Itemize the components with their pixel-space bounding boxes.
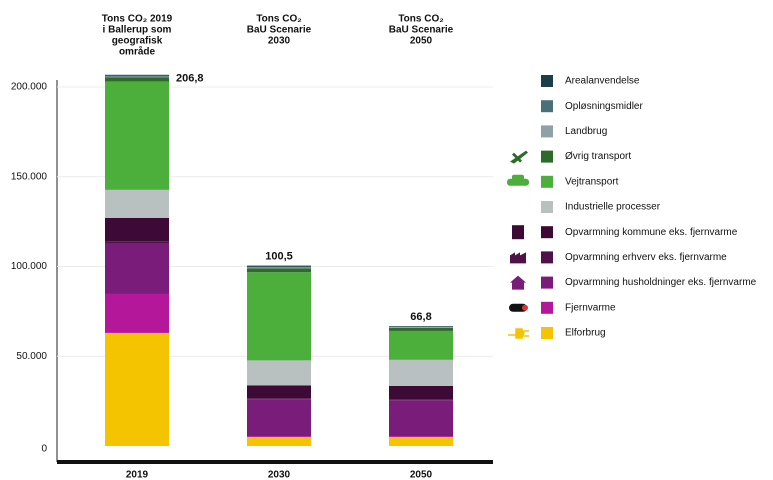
bar-segment — [105, 241, 169, 243]
column-header: 2030 — [268, 36, 291, 47]
bar-segment — [389, 326, 453, 328]
bar-segment — [389, 359, 453, 386]
icon — [507, 178, 529, 186]
bar-segment — [105, 242, 169, 294]
legend-swatch — [541, 251, 553, 264]
x-tick-label: 2030 — [268, 470, 291, 480]
column-header: Tons CO₂ — [256, 14, 301, 25]
bar-segment — [105, 293, 169, 333]
x-tick-label: 2019 — [126, 470, 149, 480]
legend-swatch — [541, 276, 553, 289]
legend-label: Elforbrug — [565, 328, 606, 339]
bar-segment — [389, 326, 453, 327]
bar-segment — [247, 436, 311, 438]
y-tick-label: 0 — [41, 444, 47, 455]
legend-swatch — [541, 75, 553, 87]
bar-segment — [389, 437, 453, 446]
legend-label: Fjernvarme — [565, 302, 616, 313]
bar-segment — [389, 400, 453, 437]
y-tick-label: 100.000 — [11, 261, 48, 272]
legend-label: Landbrug — [565, 126, 607, 137]
bar-segment — [389, 385, 453, 400]
bar-segment — [105, 81, 169, 190]
bar-segment — [105, 75, 169, 77]
bar-segment — [247, 385, 311, 399]
total-label: 66,8 — [410, 311, 431, 323]
legend-swatch — [541, 175, 553, 188]
column-header: BaU Scenarie — [247, 25, 312, 36]
icon — [508, 328, 529, 339]
legend-swatch — [541, 226, 553, 239]
icon — [522, 304, 528, 311]
legend-label: Opvarmning erhverv eks. fjernvarme — [565, 252, 727, 263]
bar-segment — [105, 189, 169, 218]
bar-segment — [247, 266, 311, 268]
legend-label: Opvarmning husholdninger eks. fjernvarme — [565, 277, 757, 288]
y-tick-label: 200.000 — [11, 82, 48, 93]
column-header: i Ballerup som — [103, 25, 172, 36]
column-header: geografisk — [112, 36, 163, 47]
legend-label: Opvarmning kommune eks. fjernvarme — [565, 227, 738, 238]
column-header: 2050 — [410, 36, 433, 47]
bar-segment — [105, 74, 169, 76]
bar-segment — [105, 217, 169, 242]
bar-segment — [105, 332, 169, 446]
column-header: Tons CO₂ 2019 — [102, 14, 173, 25]
legend-swatch — [541, 327, 553, 339]
column-header: BaU Scenarie — [389, 25, 454, 36]
bar-segment — [389, 330, 453, 360]
bar-segment — [105, 77, 169, 82]
bar-segment — [247, 267, 311, 269]
bar-segment — [389, 436, 453, 438]
bar-segment — [247, 268, 311, 273]
icon — [510, 275, 526, 290]
legend-label: Industrielle processer — [565, 202, 661, 213]
legend-swatch — [541, 100, 553, 113]
icon — [512, 225, 524, 240]
icon — [510, 150, 528, 164]
total-label: 206,8 — [176, 73, 204, 85]
bar-segment — [247, 399, 311, 437]
column-header: område — [119, 46, 156, 58]
icon — [510, 252, 526, 264]
bar-segment — [247, 437, 311, 446]
bar-segment — [105, 76, 169, 78]
bar-segment — [389, 399, 453, 401]
legend-label: Arealanvendelse — [565, 76, 640, 87]
bar-segment — [247, 360, 311, 386]
legend-swatch — [541, 201, 553, 213]
legend-label: Øvrig transport — [565, 151, 631, 162]
legend-swatch — [541, 125, 553, 138]
legend-label: Opløsningsmidler — [565, 101, 643, 112]
legend-label: Vejtransport — [565, 176, 619, 187]
legend-swatch — [541, 150, 553, 163]
bar-segment — [247, 265, 311, 267]
legend-swatch — [541, 301, 553, 314]
x-tick-label: 2050 — [410, 470, 433, 480]
icon — [512, 174, 524, 181]
bar-segment — [389, 327, 453, 331]
total-label: 100,5 — [265, 251, 293, 263]
column-header: Tons CO₂ — [398, 14, 443, 25]
y-tick-label: 50.000 — [16, 351, 47, 362]
bar-segment — [247, 272, 311, 361]
y-tick-label: 150.000 — [11, 171, 48, 182]
icon — [509, 303, 527, 312]
bar-segment — [247, 398, 311, 400]
